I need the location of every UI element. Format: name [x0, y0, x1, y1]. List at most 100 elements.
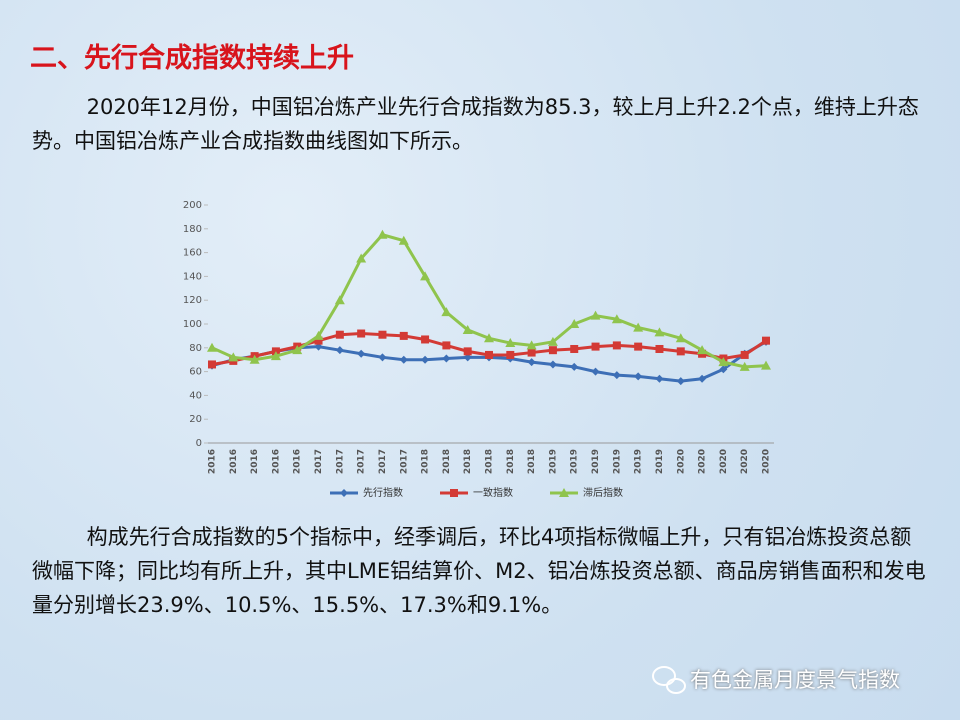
marker — [485, 350, 493, 359]
marker — [612, 371, 621, 380]
marker — [357, 349, 366, 358]
x-tick-label: 2020 — [676, 449, 686, 474]
marker — [357, 329, 366, 338]
x-tick-label: 2019 — [591, 449, 601, 474]
legend-label: 滞后指数 — [583, 486, 623, 499]
x-tick-label: 2017 — [399, 449, 409, 474]
y-tick-label: 200 — [183, 200, 202, 211]
marker — [335, 346, 344, 355]
wechat-icon — [652, 666, 686, 694]
marker — [675, 333, 686, 343]
x-tick-label: 2020 — [762, 449, 772, 474]
marker — [334, 295, 345, 305]
y-tick-label: 0 — [196, 438, 202, 449]
marker — [527, 358, 536, 367]
marker — [548, 346, 557, 355]
marker — [654, 327, 665, 337]
marker — [676, 377, 685, 386]
heading: 二、先行合成指数持续上升 — [30, 43, 354, 74]
legend-marker — [559, 488, 569, 497]
x-tick-label: 2016 — [271, 449, 281, 474]
marker — [442, 341, 451, 350]
marker — [377, 229, 388, 239]
footer: 有色金属月度景气指数 — [690, 668, 900, 692]
x-tick-label: 2017 — [357, 449, 367, 474]
marker — [378, 330, 387, 339]
x-tick-label: 2017 — [335, 449, 345, 474]
marker — [313, 330, 324, 340]
marker — [249, 354, 260, 364]
marker — [633, 322, 644, 332]
x-tick-label: 2018 — [506, 449, 516, 474]
marker — [676, 347, 685, 356]
marker — [398, 235, 409, 245]
marker — [270, 351, 281, 361]
marker — [569, 319, 580, 328]
marker — [591, 342, 600, 351]
y-tick-label: 100 — [183, 319, 202, 330]
marker — [698, 374, 707, 383]
marker — [611, 314, 622, 324]
y-tick-label: 180 — [183, 224, 202, 235]
marker — [762, 336, 770, 345]
marker — [484, 333, 494, 343]
marker — [462, 324, 473, 334]
x-tick-label: 2017 — [378, 449, 388, 474]
y-tick-label: 40 — [189, 390, 202, 401]
marker — [399, 355, 408, 364]
marker — [591, 367, 600, 376]
x-tick-label: 2019 — [655, 449, 665, 474]
y-tick-label: 60 — [189, 367, 202, 378]
marker — [399, 331, 408, 340]
marker — [463, 347, 472, 356]
x-tick-label: 2016 — [250, 449, 260, 474]
paragraph: 构成先行合成指数的5个指标中，经季调后，环比4项指标微幅上升，只有铝冶炼投资总额… — [32, 525, 926, 617]
marker — [634, 342, 643, 351]
marker — [655, 344, 664, 353]
x-tick-label: 2019 — [612, 449, 622, 474]
x-tick-label: 2016 — [229, 449, 239, 474]
marker — [718, 357, 729, 367]
y-tick-label: 140 — [183, 271, 202, 282]
y-tick-label: 120 — [183, 295, 202, 306]
y-tick-label: 80 — [189, 343, 202, 354]
marker — [335, 330, 344, 339]
marker — [378, 353, 387, 362]
x-tick-label: 2017 — [314, 449, 324, 474]
marker — [655, 374, 664, 383]
x-tick-label: 2018 — [421, 449, 431, 474]
marker — [208, 360, 216, 369]
paragraph: 2020年12月份，中国铝冶炼产业先行合成指数为85.3，较上月上升2.2个点，… — [32, 95, 919, 153]
marker — [570, 344, 579, 353]
marker — [505, 338, 516, 348]
marker — [740, 350, 749, 359]
marker — [548, 360, 557, 369]
marker — [421, 355, 430, 364]
legend-label: 一致指数 — [473, 486, 513, 499]
marker — [719, 365, 728, 374]
x-tick-label: 2020 — [698, 449, 708, 474]
x-tick-label: 2018 — [485, 449, 495, 474]
marker — [697, 345, 708, 355]
y-tick-label: 160 — [183, 248, 202, 259]
marker — [547, 336, 558, 346]
x-tick-label: 2019 — [570, 449, 580, 474]
marker — [442, 354, 451, 363]
marker — [612, 341, 621, 350]
marker — [441, 307, 452, 317]
marker — [634, 372, 643, 381]
x-tick-label: 2019 — [548, 449, 558, 474]
marker — [739, 361, 750, 371]
marker — [570, 362, 579, 371]
marker — [526, 340, 537, 350]
x-tick-label: 2020 — [719, 449, 729, 474]
marker — [356, 253, 367, 263]
marker — [314, 336, 323, 345]
marker — [421, 335, 430, 344]
x-tick-label: 2018 — [527, 449, 537, 474]
marker — [207, 342, 217, 352]
x-tick-label: 2019 — [634, 449, 644, 474]
marker — [527, 348, 536, 357]
